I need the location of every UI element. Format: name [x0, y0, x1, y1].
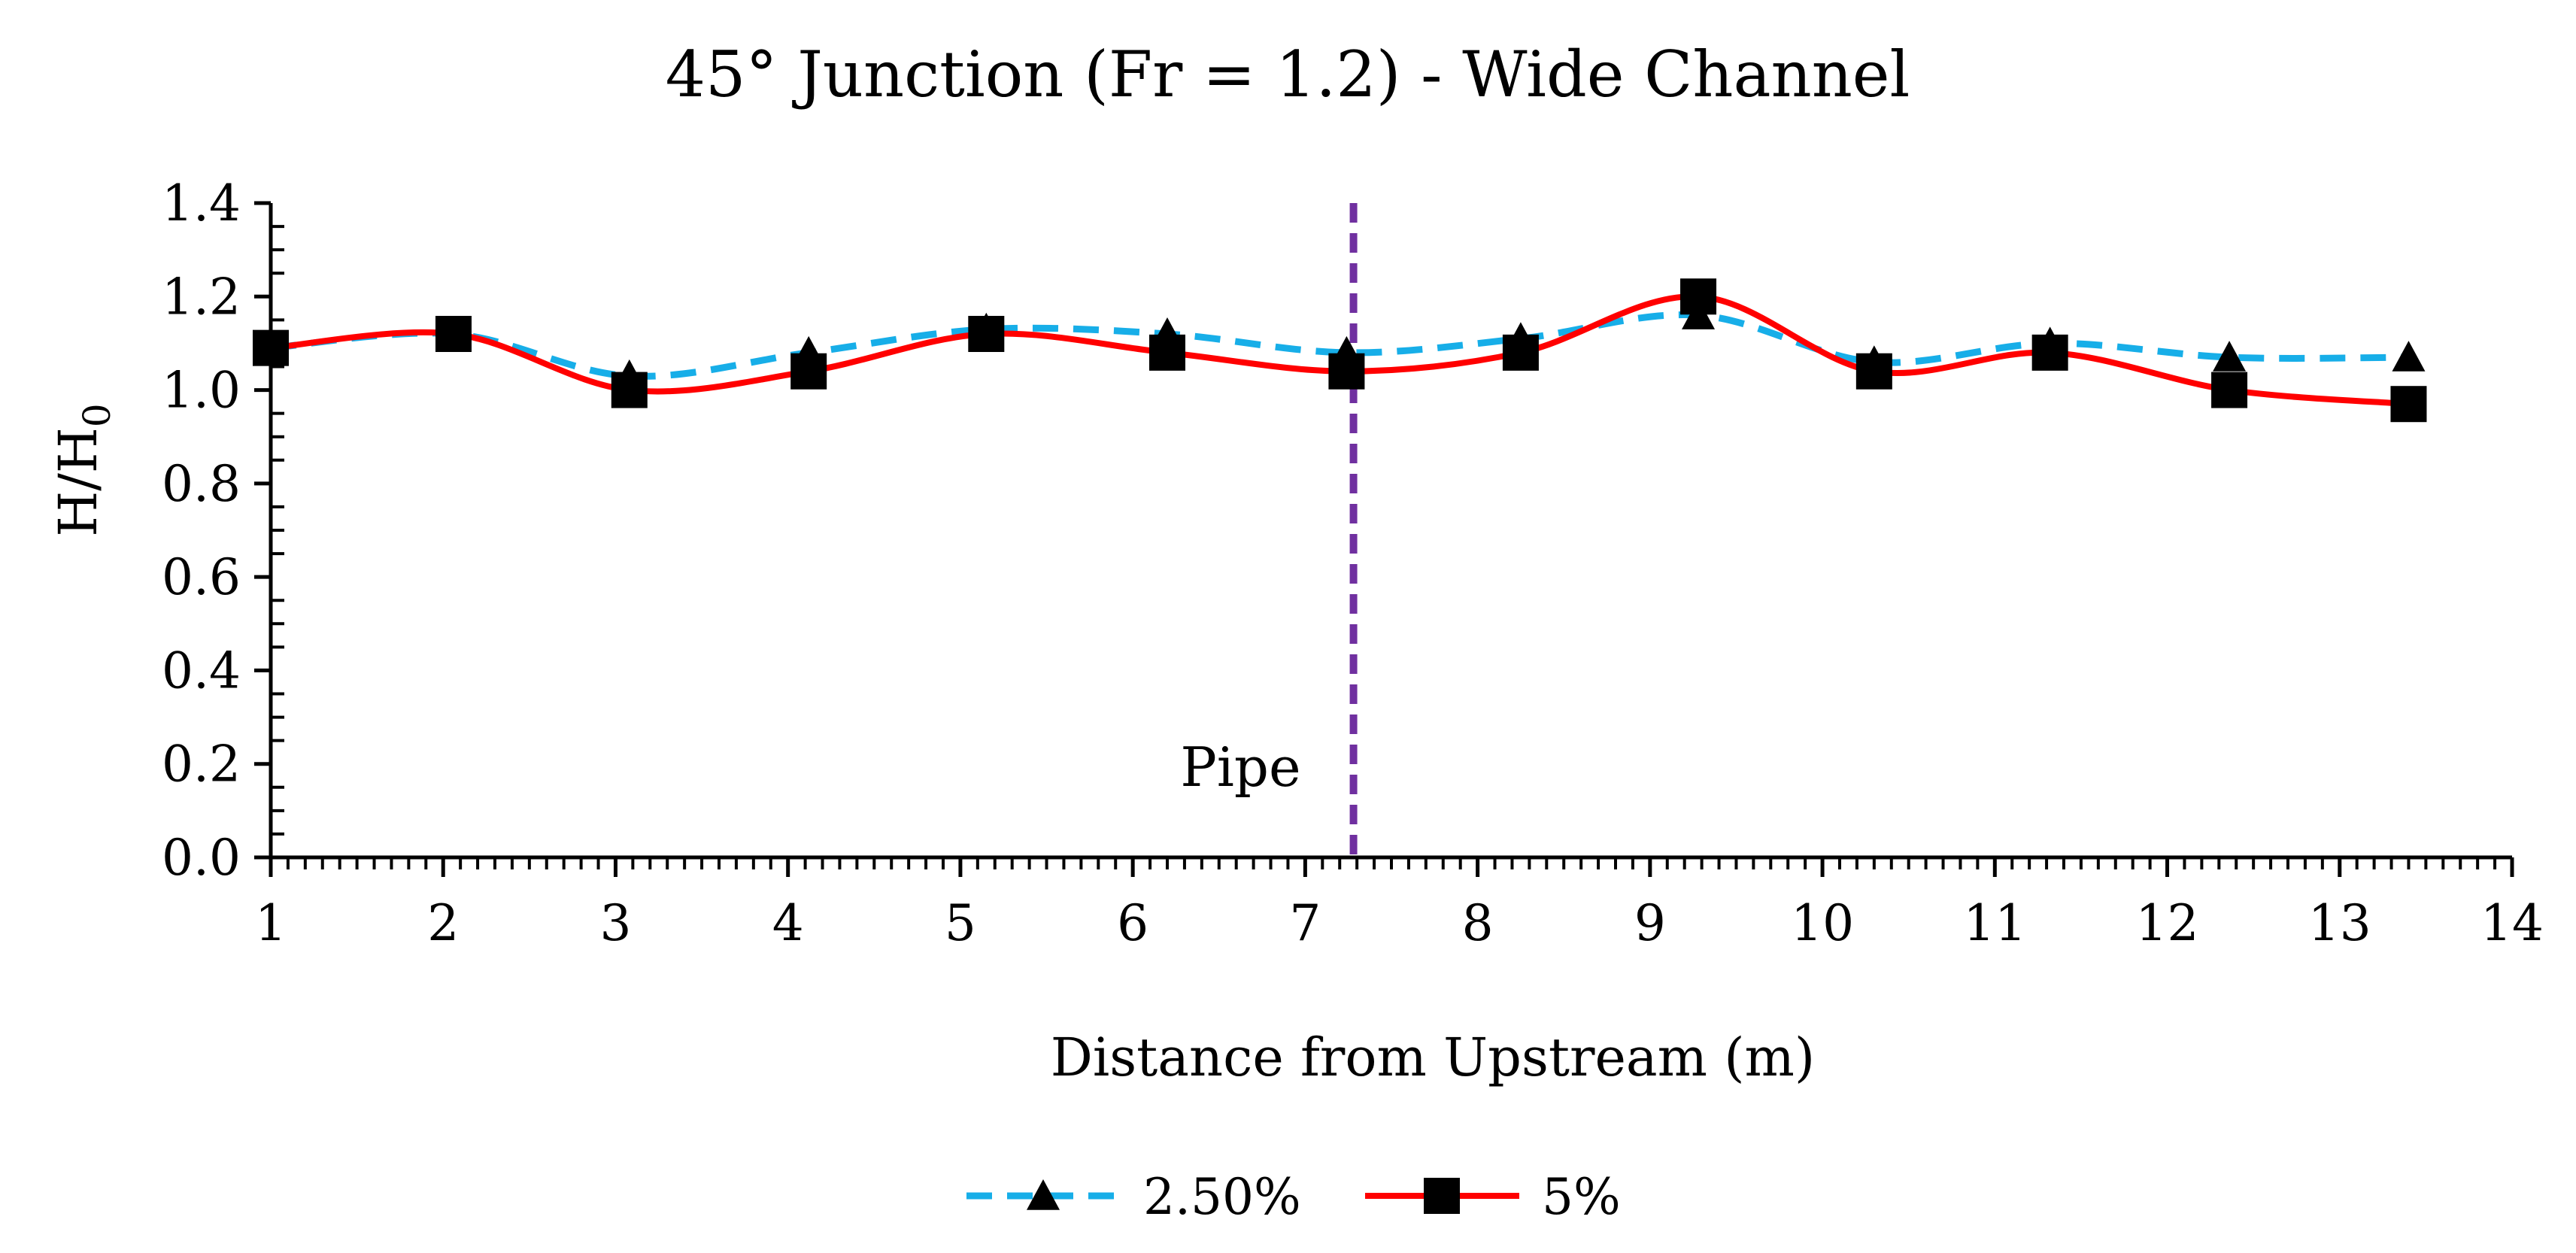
data-point	[2031, 334, 2068, 371]
data-point	[790, 353, 827, 390]
data-point	[1328, 353, 1365, 390]
legend: 2.50% 5%	[966, 1168, 1621, 1226]
data-point	[2390, 386, 2427, 423]
x-tick-label: 1	[255, 894, 287, 952]
data-point	[2213, 341, 2247, 372]
pipe-annotation-label: Pipe	[1180, 736, 1300, 799]
x-tick-label: 13	[2308, 894, 2371, 952]
legend-item-five-percent: 5%	[1365, 1168, 1621, 1226]
x-tick-label: 10	[1791, 894, 1854, 952]
y-axis-label-subscript: 0	[75, 403, 119, 427]
x-tick-label: 6	[1117, 894, 1148, 952]
data-point	[2211, 372, 2248, 408]
y-tick-label: 1.2	[162, 268, 241, 326]
x-tick-label: 8	[1462, 894, 1494, 952]
legend-label: 5%	[1542, 1168, 1621, 1226]
data-point	[2392, 341, 2426, 372]
legend-label: 2.50%	[1143, 1168, 1301, 1226]
data-point	[1149, 334, 1185, 371]
y-tick-label: 0.2	[162, 736, 241, 793]
data-point	[1680, 278, 1717, 315]
svg-text:H/H0: H/H0	[47, 403, 119, 537]
x-tick-label: 4	[772, 894, 804, 952]
x-tick-label: 7	[1289, 894, 1321, 952]
y-tick-label: 0.0	[162, 829, 241, 887]
series-five-percent	[253, 278, 2427, 423]
y-axis-label: H/H0	[47, 403, 119, 537]
data-point	[435, 316, 472, 352]
data-point	[968, 316, 1005, 352]
x-axis-label: Distance from Upstream (m)	[1051, 1027, 1816, 1088]
legend-marker-swatch	[1027, 1179, 1060, 1210]
y-tick-label: 0.4	[162, 642, 241, 699]
chart-title: 45° Junction (Fr = 1.2) - Wide Channel	[666, 38, 1910, 111]
x-tick-label: 9	[1634, 894, 1666, 952]
y-axis-label-main: H/H	[47, 427, 109, 537]
x-tick-label: 5	[945, 894, 976, 952]
x-tick-label: 12	[2136, 894, 2199, 952]
x-tick-label: 14	[2480, 894, 2544, 952]
data-point	[611, 372, 648, 408]
data-point	[253, 329, 289, 366]
y-tick-label: 1.0	[162, 362, 241, 420]
data-point	[1855, 353, 1892, 390]
x-tick-label: 3	[599, 894, 631, 952]
legend-marker-swatch	[1424, 1178, 1460, 1214]
plot-area: 0.00.20.40.60.81.01.21.41 2 3 4 5 6 7 8 9 10 11 12 1…	[162, 174, 2544, 952]
data-point	[1502, 334, 1539, 371]
y-tick-label: 1.4	[162, 174, 241, 232]
x-tick-label: 11	[1963, 894, 2026, 952]
legend-item-two-point-five-percent: 2.50%	[966, 1168, 1301, 1226]
y-tick-label: 0.6	[162, 548, 241, 606]
y-tick-label: 0.8	[162, 455, 241, 513]
x-tick-label: 2	[427, 894, 459, 952]
